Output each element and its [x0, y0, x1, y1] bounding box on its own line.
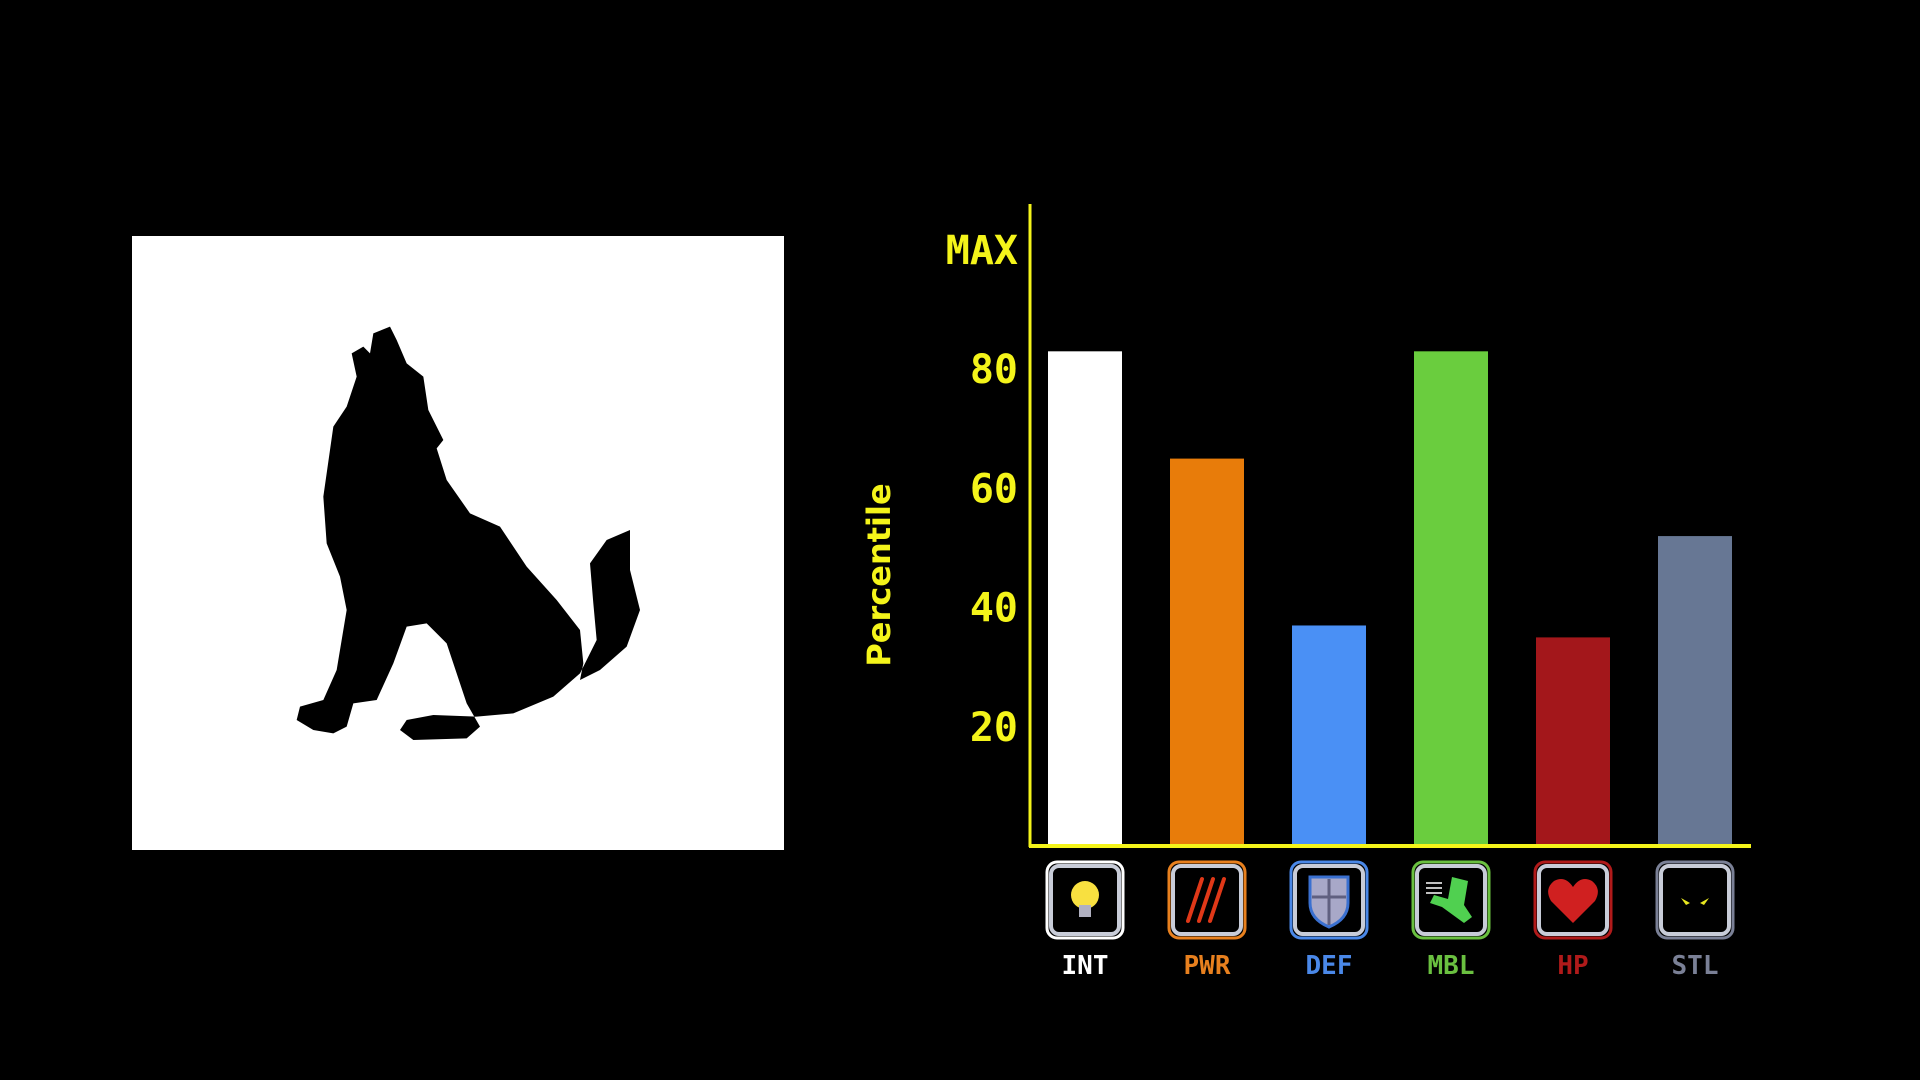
bar-hp — [1536, 637, 1610, 844]
category-label-mbl: MBL — [1428, 951, 1475, 981]
category-label-pwr: PWR — [1184, 951, 1231, 981]
boot-icon — [1411, 860, 1491, 940]
bar-def — [1292, 625, 1366, 844]
glowing-eyes-icon — [1655, 860, 1735, 940]
bar-pwr — [1170, 458, 1244, 844]
bar-int — [1048, 351, 1122, 844]
lightbulb-icon — [1045, 860, 1125, 940]
category-label-hp: HP — [1557, 951, 1588, 981]
category-label-def: DEF — [1306, 951, 1353, 981]
claw-marks-icon — [1167, 860, 1247, 940]
y-tick-label: 20 — [970, 705, 1018, 751]
y-axis-label: Percentile — [860, 483, 898, 666]
shield-icon — [1289, 860, 1369, 940]
y-tick-label: 80 — [970, 347, 1018, 393]
category-label-int: INT — [1062, 951, 1109, 981]
bar-mbl — [1414, 351, 1488, 844]
y-tick-label: MAX — [946, 228, 1018, 274]
y-tick-label: 40 — [970, 586, 1018, 632]
category-label-stl: STL — [1672, 951, 1719, 981]
howling-wolf-silhouette — [296, 326, 640, 740]
y-tick-label: 60 — [970, 466, 1018, 512]
wolf-image-panel — [132, 236, 784, 850]
heart-icon — [1533, 860, 1613, 940]
bar-stl — [1658, 536, 1732, 844]
